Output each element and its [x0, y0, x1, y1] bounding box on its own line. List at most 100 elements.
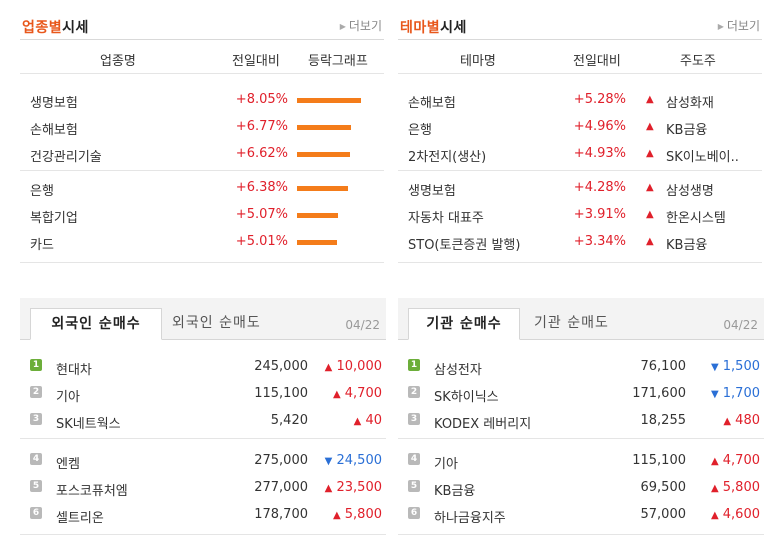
institution-group-1: 1 삼성전자 76,100 ▼ 1,500 2 SK하이닉스 171,600 ▼ 1,700… [398, 340, 764, 439]
theme-row[interactable]: 2차전지(생산) +4.93% ▲ SK이노베이.. [408, 146, 739, 165]
list-item[interactable]: 3 SK네트웍스 5,420 ▲ 40 [20, 407, 386, 434]
tab-institution-net-sell[interactable]: 기관 순매도 [534, 315, 609, 331]
sector-group-2: 은행 +6.38% 복합기업 +5.07% 카드 +5.01% [20, 171, 384, 263]
theme-row[interactable]: 은행 +4.96% ▲ KB금융 [408, 119, 708, 138]
change-bar [297, 240, 337, 245]
list-item[interactable]: 6 셀트리온 178,700 ▲ 5,800 [20, 501, 386, 528]
sector-row[interactable]: 복합기업 +5.07% [20, 201, 384, 228]
sector-row[interactable]: 카드 +5.01% [20, 228, 384, 255]
up-arrow-icon: ▲ [324, 483, 333, 494]
theme-panel: 테마별시세 ▶ 더보기 테마명 전일대비 주도주 손해보험 +5.28% ▲ 삼성화재 … [398, 8, 762, 263]
change-bar [297, 125, 351, 130]
rank-badge: 3 [408, 413, 420, 425]
list-item[interactable]: 6 하나금융지주 57,000 ▲ 4,600 [398, 501, 764, 528]
sector-header: 업종별시세 ▶ 더보기 [20, 8, 384, 40]
up-arrow-icon: ▲ [710, 510, 719, 521]
up-arrow-icon: ▲ [723, 416, 732, 427]
rank-badge: 5 [30, 480, 42, 492]
theme-row[interactable]: 생명보험 +4.28% ▲ 삼성생명 [408, 180, 714, 199]
rank-badge: 6 [408, 507, 420, 519]
list-item[interactable]: 5 KB금융 69,500 ▲ 5,800 [398, 474, 764, 501]
rank-badge: 2 [408, 386, 420, 398]
theme-more-link[interactable]: ▶ 더보기 [717, 19, 760, 33]
sector-row[interactable]: 생명보험 +8.05% [20, 86, 384, 113]
up-arrow-icon: ▲ [646, 121, 654, 132]
up-arrow-icon: ▲ [646, 182, 654, 193]
col-header-sector-name: 업종명 [100, 54, 136, 69]
foreign-tabbar: 외국인 순매수 외국인 순매도 04/22 [20, 298, 386, 340]
col-header-graph: 등락그래프 [308, 54, 368, 69]
col-header-leader: 주도주 [680, 54, 716, 69]
change-value: ▲ 40 [353, 413, 382, 428]
list-item[interactable]: 3 KODEX 레버리지 18,255 ▲ 480 [398, 407, 764, 434]
chevron-right-icon: ▶ [717, 22, 724, 31]
tab-foreign-net-sell[interactable]: 외국인 순매도 [172, 315, 261, 331]
change-value: ▼ 1,500 [710, 359, 760, 374]
change-value: ▲ 4,700 [332, 386, 382, 401]
col-header-theme-name: 테마명 [460, 54, 496, 69]
theme-row[interactable]: STO(토큰증권 발행) +3.34% ▲ KB금융 [408, 234, 708, 253]
change-value: ▲ 480 [723, 413, 760, 428]
sector-title[interactable]: 업종별시세 [22, 20, 89, 36]
col-header-change: 전일대비 [232, 54, 280, 69]
list-item[interactable]: 4 기아 115,100 ▲ 4,700 [398, 447, 764, 474]
institution-date: 04/22 [723, 318, 758, 332]
change-value: ▲ 4,700 [710, 453, 760, 468]
rank-badge: 1 [30, 359, 42, 371]
theme-row[interactable]: 손해보험 +5.28% ▲ 삼성화재 [408, 92, 714, 111]
down-arrow-icon: ▼ [710, 362, 719, 373]
up-arrow-icon: ▲ [710, 456, 719, 467]
sector-more-link[interactable]: ▶ 더보기 [339, 19, 382, 33]
rank-badge: 4 [30, 453, 42, 465]
tab-foreign-net-buy[interactable]: 외국인 순매수 [30, 308, 162, 340]
change-value: ▼ 24,500 [324, 453, 382, 468]
institution-group-2: 4 기아 115,100 ▲ 4,700 5 KB금융 69,500 ▲ 5,800 6 하나… [398, 439, 764, 535]
tab-institution-net-buy[interactable]: 기관 순매수 [408, 308, 520, 340]
theme-group-1: 손해보험 +5.28% ▲ 삼성화재 은행 +4.96% ▲ KB금융 2차전지(생산) +4… [398, 74, 762, 171]
rank-badge: 4 [408, 453, 420, 465]
sector-row[interactable]: 건강관리기술 +6.62% [20, 140, 384, 167]
change-value: ▲ 10,000 [324, 359, 382, 374]
up-arrow-icon: ▲ [353, 416, 362, 427]
list-item[interactable]: 2 SK하이닉스 171,600 ▼ 1,700 [398, 380, 764, 407]
theme-table-header: 테마명 전일대비 주도주 [398, 40, 762, 74]
list-item[interactable]: 1 삼성전자 76,100 ▼ 1,500 [398, 353, 764, 380]
institution-trading-panel: 기관 순매수 기관 순매도 04/22 1 삼성전자 76,100 ▼ 1,500 2… [398, 298, 764, 535]
sector-row[interactable]: 손해보험 +6.77% [20, 113, 384, 140]
foreign-group-2: 4 엔켐 275,000 ▼ 24,500 5 포스코퓨처엠 277,000 ▲ 23,50… [20, 439, 386, 535]
change-bar [297, 152, 350, 157]
sector-group-1: 생명보험 +8.05% 손해보험 +6.77% 건강관리기술 +6.62% [20, 74, 384, 171]
up-arrow-icon: ▲ [332, 510, 341, 521]
foreign-date: 04/22 [345, 318, 380, 332]
up-arrow-icon: ▲ [646, 209, 654, 220]
rank-badge: 3 [30, 413, 42, 425]
theme-row[interactable]: 자동차 대표주 +3.91% ▲ 한온시스템 [408, 207, 726, 226]
list-item[interactable]: 4 엔켐 275,000 ▼ 24,500 [20, 447, 386, 474]
theme-group-2: 생명보험 +4.28% ▲ 삼성생명 자동차 대표주 +3.91% ▲ 한온시스템 STO(… [398, 171, 762, 263]
rank-badge: 5 [408, 480, 420, 492]
rank-badge: 1 [408, 359, 420, 371]
rank-badge: 6 [30, 507, 42, 519]
up-arrow-icon: ▲ [646, 148, 654, 159]
change-value: ▼ 1,700 [710, 386, 760, 401]
col-header-change: 전일대비 [573, 54, 621, 69]
down-arrow-icon: ▼ [710, 389, 719, 400]
change-bar [297, 98, 361, 103]
change-value: ▲ 5,800 [332, 507, 382, 522]
up-arrow-icon: ▲ [646, 236, 654, 247]
institution-tabbar: 기관 순매수 기관 순매도 04/22 [398, 298, 764, 340]
up-arrow-icon: ▲ [324, 362, 333, 373]
change-bar [297, 186, 348, 191]
list-item[interactable]: 1 현대차 245,000 ▲ 10,000 [20, 353, 386, 380]
up-arrow-icon: ▲ [646, 94, 654, 105]
list-item[interactable]: 2 기아 115,100 ▲ 4,700 [20, 380, 386, 407]
change-value: ▲ 23,500 [324, 480, 382, 495]
change-value: ▲ 5,800 [710, 480, 760, 495]
theme-title[interactable]: 테마별시세 [400, 20, 467, 36]
up-arrow-icon: ▲ [710, 483, 719, 494]
sector-row[interactable]: 은행 +6.38% [20, 174, 384, 201]
up-arrow-icon: ▲ [332, 389, 341, 400]
change-value: ▲ 4,600 [710, 507, 760, 522]
sector-panel: 업종별시세 ▶ 더보기 업종명 전일대비 등락그래프 생명보험 +8.05% 손해보… [20, 8, 384, 263]
list-item[interactable]: 5 포스코퓨처엠 277,000 ▲ 23,500 [20, 474, 386, 501]
